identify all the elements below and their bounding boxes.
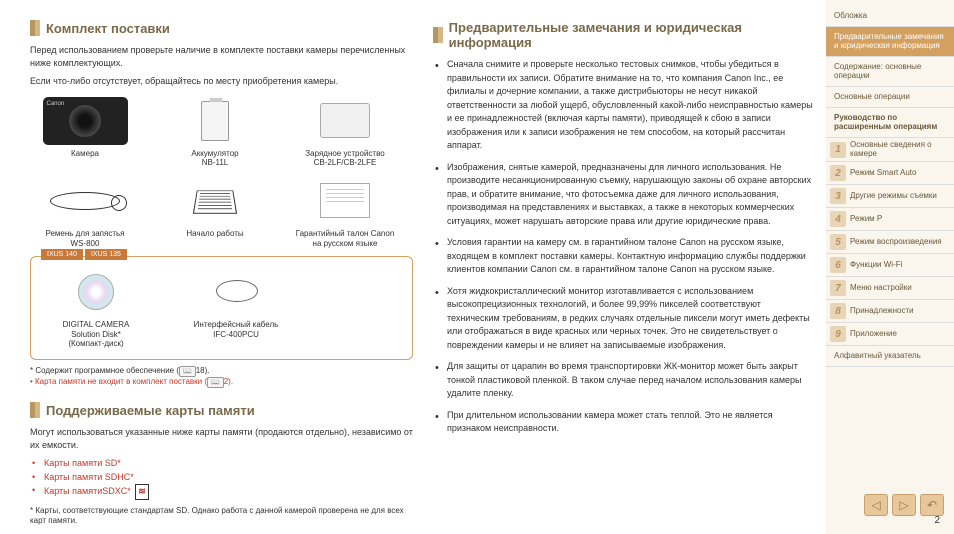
- item-battery: Аккумулятор NB-11L: [160, 96, 270, 168]
- section-marker-icon: [433, 27, 443, 43]
- next-button[interactable]: ▷: [892, 494, 916, 516]
- package-intro-2: Если что-либо отсутствует, обращайтесь п…: [30, 75, 413, 88]
- nav-chapter-2[interactable]: 2Режим Smart Auto: [826, 162, 954, 185]
- badge-1: IXUS 140: [41, 249, 83, 260]
- footnotes: * Содержит программное обеспечение (📖18)…: [30, 366, 413, 388]
- guide-label: Начало работы: [186, 229, 243, 239]
- cable-icon: [206, 280, 266, 305]
- badge-2: IXUS 135: [85, 249, 127, 260]
- nav-chapter-9[interactable]: 9Приложение: [826, 323, 954, 346]
- item-disk: DIGITAL CAMERA Solution Disk* (Компакт-д…: [41, 267, 151, 349]
- camera-label: Камера: [71, 149, 99, 159]
- memory-header: Поддерживаемые карты памяти: [30, 402, 413, 418]
- legal-item-1: Сначала снимите и проверьте несколько те…: [447, 58, 816, 153]
- section-marker-icon: [30, 402, 40, 418]
- item-cable: Интерфейсный кабель IFC-400PCU: [181, 267, 291, 349]
- nav-chapter-3[interactable]: 3Другие режимы съемки: [826, 185, 954, 208]
- sdxc-logo-icon: ≋: [135, 484, 149, 500]
- nav-basic[interactable]: Основные операции: [826, 87, 954, 108]
- prev-button[interactable]: ◁: [864, 494, 888, 516]
- memory-title: Поддерживаемые карты памяти: [46, 403, 255, 418]
- section-marker-icon: [30, 20, 40, 36]
- sdxc-item: Карты памятиSDXC* ≋: [44, 484, 413, 500]
- sidebar-nav: Обложка Предварительные замечания и юрид…: [826, 0, 954, 534]
- nav-chapter-1[interactable]: 1Основные сведения о камере: [826, 138, 954, 163]
- camera-icon: Canon: [43, 97, 128, 145]
- memory-list: Карты памяти SD* Карты памяти SDHC* Карт…: [30, 457, 413, 500]
- page-ref-icon: 📖: [207, 377, 224, 388]
- charger-icon: [320, 103, 370, 138]
- nav-chapter-7[interactable]: 7Меню настройки: [826, 277, 954, 300]
- legal-list: Сначала снимите и проверьте несколько те…: [433, 58, 816, 436]
- legal-item-6: При длительном использовании камера може…: [447, 409, 816, 436]
- model-badges: IXUS 140 IXUS 135: [41, 249, 127, 260]
- page-number: 2: [934, 515, 940, 526]
- right-column: Предварительные замечания и юридическая …: [433, 20, 816, 524]
- page-ref-icon: 📖: [179, 366, 196, 377]
- legal-item-4: Хотя жидкокристаллический монитор изгота…: [447, 285, 816, 353]
- item-strap: Ремень для запястья WS-800: [30, 176, 140, 248]
- strap-icon: [50, 192, 120, 210]
- item-warranty: Гарантийный талон Canon на русском языке: [290, 176, 400, 248]
- item-charger: Зарядное устройство CB-2LF/CB-2LFE: [290, 96, 400, 168]
- legal-item-5: Для защиты от царапин во время транспорт…: [447, 360, 816, 401]
- back-button[interactable]: ↶: [920, 494, 944, 516]
- nav-chapter-6[interactable]: 6Функции Wi-Fi: [826, 254, 954, 277]
- legal-item-2: Изображения, снятые камерой, предназначе…: [447, 161, 816, 229]
- nav-chapter-4[interactable]: 4Режим P: [826, 208, 954, 231]
- warranty-label: Гарантийный талон Canon на русском языке: [296, 229, 395, 248]
- cable-label: Интерфейсный кабель IFC-400PCU: [194, 320, 279, 339]
- sd-item: Карты памяти SD*: [44, 457, 413, 471]
- certificate-icon: [320, 183, 370, 218]
- cd-icon: [78, 274, 114, 310]
- package-title: Комплект поставки: [46, 21, 170, 36]
- sdhc-item: Карты памяти SDHC*: [44, 471, 413, 485]
- legal-title: Предварительные замечания и юридическая …: [449, 20, 816, 50]
- item-guide: Начало работы: [160, 176, 270, 248]
- legal-item-3: Условия гарантии на камеру см. в гаранти…: [447, 236, 816, 277]
- nav-index[interactable]: Алфавитный указатель: [826, 346, 954, 367]
- nav-contents[interactable]: Содержание: основные операции: [826, 57, 954, 87]
- nav-cover[interactable]: Обложка: [826, 6, 954, 27]
- nav-advanced[interactable]: Руководство по расширенным операциям: [826, 108, 954, 138]
- left-column: Комплект поставки Перед использованием п…: [30, 20, 413, 524]
- nav-controls: ◁ ▷ ↶: [864, 494, 944, 516]
- nav-chapter-8[interactable]: 8Принадлежности: [826, 300, 954, 323]
- battery-icon: [201, 101, 229, 141]
- memory-footnote: * Карты, соответствующие стандартам SD. …: [30, 506, 413, 527]
- nav-legal[interactable]: Предварительные замечания и юридическая …: [826, 27, 954, 57]
- legal-header: Предварительные замечания и юридическая …: [433, 20, 816, 50]
- charger-label: Зарядное устройство CB-2LF/CB-2LFE: [305, 149, 384, 168]
- disk-label: DIGITAL CAMERA Solution Disk* (Компакт-д…: [63, 320, 130, 349]
- package-intro-1: Перед использованием проверьте наличие в…: [30, 44, 413, 69]
- nav-chapter-5[interactable]: 5Режим воспроизведения: [826, 231, 954, 254]
- memory-intro: Могут использоваться указанные ниже карт…: [30, 426, 413, 451]
- book-icon: [193, 190, 237, 213]
- package-items: Canon Камера Аккумулятор NB-11L Зарядное…: [30, 96, 413, 248]
- package-header: Комплект поставки: [30, 20, 413, 36]
- battery-label: Аккумулятор NB-11L: [191, 149, 238, 168]
- boxed-accessories: IXUS 140 IXUS 135 DIGITAL CAMERA Solutio…: [30, 256, 413, 360]
- item-camera: Canon Камера: [30, 96, 140, 168]
- strap-label: Ремень для запястья WS-800: [45, 229, 124, 248]
